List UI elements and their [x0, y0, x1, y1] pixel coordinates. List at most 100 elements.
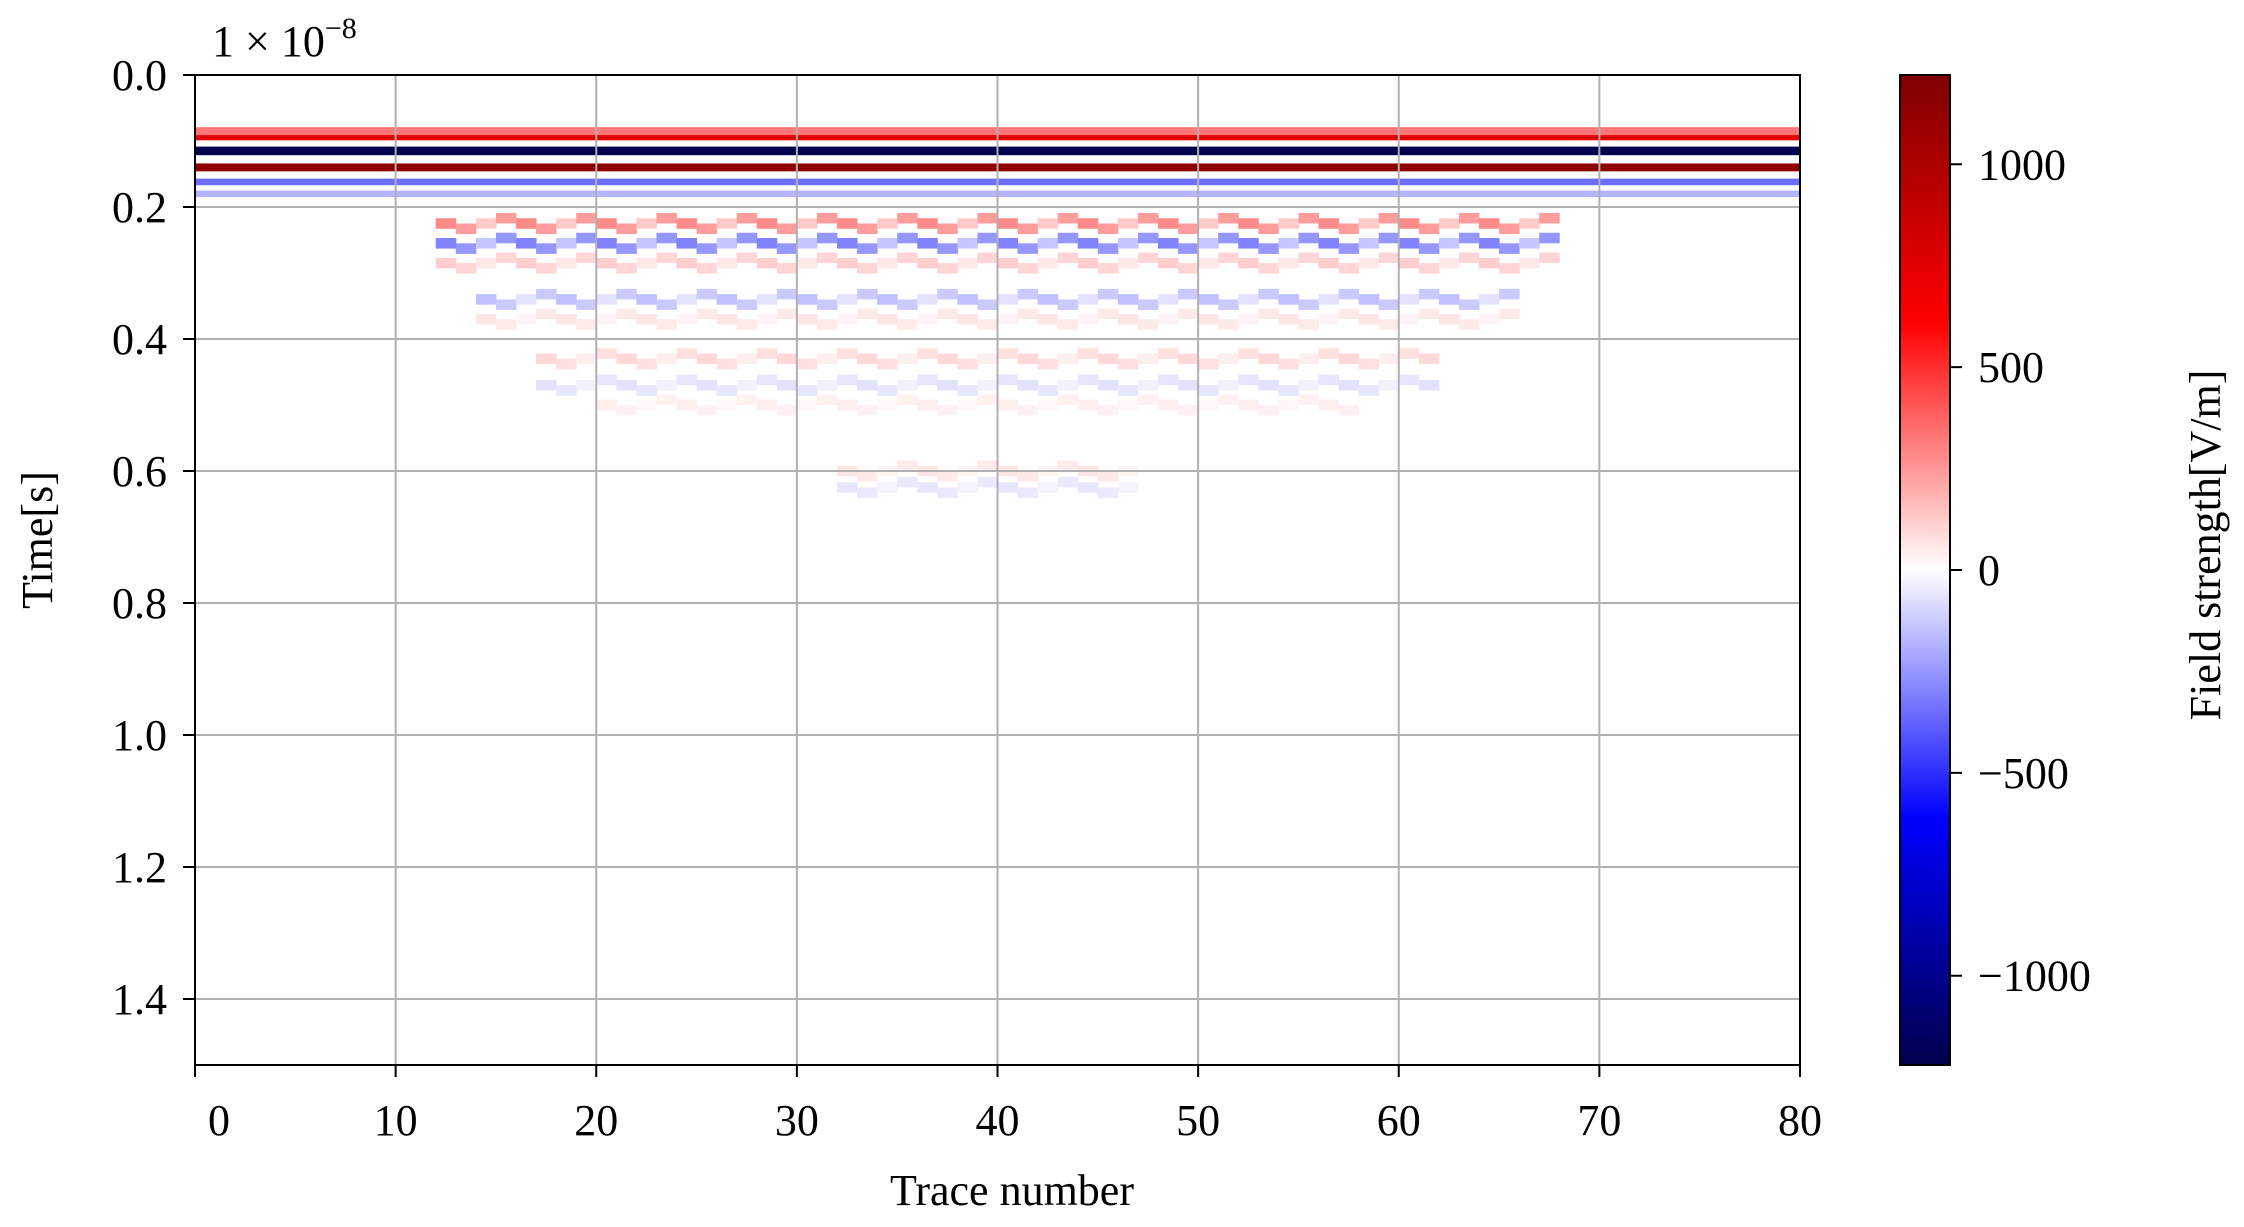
- heatmap-cell: [1097, 243, 1119, 254]
- heatmap-cell: [1418, 288, 1440, 300]
- heatmap-cell: [536, 353, 557, 365]
- heatmap-cell: [536, 308, 557, 320]
- heatmap-cell: [1017, 288, 1039, 300]
- heatmap-cell: [1117, 238, 1139, 249]
- heatmap-cell: [1137, 299, 1159, 310]
- heatmap-cell: [857, 223, 878, 235]
- heatmap-cell: [616, 353, 637, 365]
- heatmap-cell: [736, 252, 758, 264]
- heatmap-cell: [596, 218, 617, 229]
- heatmap-cell: [1479, 294, 1500, 305]
- heatmap-cell: [957, 385, 978, 396]
- heatmap-cell: [576, 319, 597, 330]
- heatmap-cell: [1278, 257, 1299, 269]
- heatmap-cell: [1398, 348, 1420, 359]
- heatmap-cell: [937, 288, 958, 300]
- heatmap-cell: [1499, 308, 1520, 320]
- heatmap-cell: [1198, 238, 1219, 249]
- heatmap-cell: [776, 243, 798, 254]
- heatmap-cell: [1258, 353, 1279, 365]
- heatmap-cell: [1458, 319, 1480, 330]
- heatmap-cell: [857, 471, 878, 482]
- heatmap-cell: [957, 238, 978, 249]
- heatmap-cell: [977, 232, 998, 244]
- heatmap-cell: [776, 353, 798, 365]
- colorbar-tick-label: −1000: [1978, 952, 2091, 1001]
- heatmap-cell: [1338, 243, 1360, 254]
- heatmap-cell: [796, 294, 818, 305]
- heatmap-cell: [616, 263, 637, 274]
- heatmap-cell: [877, 482, 898, 493]
- heatmap-cell: [816, 353, 838, 365]
- heatmap-cell: [536, 288, 557, 300]
- heatmap-cell: [937, 405, 958, 416]
- heatmap-cell: [1479, 218, 1500, 229]
- heatmap-cell: [1198, 385, 1219, 396]
- heatmap-cell: [917, 348, 938, 359]
- heatmap-cell: [1037, 313, 1059, 325]
- colorbar-tick-label: 500: [1978, 343, 2044, 392]
- heatmap-cell: [475, 294, 497, 305]
- heatmap-cell: [1137, 353, 1159, 365]
- heatmap-cell: [1318, 313, 1340, 325]
- heatmap-cell: [616, 223, 637, 235]
- heatmap-cell: [1378, 212, 1400, 224]
- heatmap-cell: [857, 405, 878, 416]
- heatmap-cell: [1097, 263, 1119, 274]
- heatmap-cell: [1458, 212, 1480, 224]
- heatmap-cell: [435, 218, 457, 229]
- heatmap-cell: [616, 405, 637, 416]
- heatmap-cell: [1158, 238, 1179, 249]
- heatmap-cell: [1378, 379, 1400, 391]
- heatmap-cell: [997, 399, 1019, 411]
- heatmap-cell: [1438, 257, 1460, 269]
- heatmap-cell: [1238, 348, 1259, 359]
- heatmap-cell: [636, 385, 657, 396]
- heatmap-cell: [776, 379, 798, 391]
- heatmap-cell: [1017, 353, 1039, 365]
- heatmap-cell: [1077, 374, 1099, 386]
- heatmap-cell: [816, 379, 838, 391]
- heatmap-cell: [516, 313, 537, 325]
- heatmap-cell: [1037, 238, 1059, 249]
- y-offset-exponent: −8: [325, 12, 357, 45]
- heatmap-cell: [937, 379, 958, 391]
- heatmap-cell: [857, 308, 878, 320]
- heatmap-cell: [495, 319, 517, 330]
- heatmap-cell: [1178, 405, 1199, 416]
- heatmap-cell: [1358, 313, 1380, 325]
- heatmap-cell: [917, 313, 938, 325]
- heatmap-cell: [1117, 294, 1139, 305]
- heatmap-cell: [1057, 394, 1079, 405]
- heatmap-cell: [455, 243, 477, 254]
- heatmap-cell: [1418, 223, 1440, 235]
- heatmap-cell: [1418, 379, 1440, 391]
- heatmap-cell: [596, 374, 617, 386]
- heatmap-cell: [716, 238, 738, 249]
- heatmap-cell: [1258, 308, 1279, 320]
- heatmap-cell: [1097, 288, 1119, 300]
- heatmap-cell: [1057, 353, 1079, 365]
- heatmap-cell: [1097, 223, 1119, 235]
- heatmap-cell: [1178, 308, 1199, 320]
- heatmap-cell: [1218, 379, 1239, 391]
- heatmap-cell: [837, 313, 858, 325]
- heatmap-cell: [796, 358, 818, 370]
- heatmap-cell: [596, 399, 617, 411]
- heatmap-cell: [516, 294, 537, 305]
- heatmap-cell: [816, 212, 838, 224]
- heatmap-cell: [1378, 299, 1400, 310]
- heatmap-cell: [1158, 348, 1179, 359]
- heatmap-cell: [1238, 257, 1259, 269]
- heatmap-cell: [616, 308, 637, 320]
- heatmap-cell: [1378, 319, 1400, 330]
- heatmap-cell: [536, 379, 557, 391]
- heatmap-cell: [656, 319, 677, 330]
- heatmap-cell: [816, 252, 838, 264]
- heatmap-cell: [1218, 299, 1239, 310]
- heatmap-cell: [736, 379, 758, 391]
- heatmap-cell: [1158, 374, 1179, 386]
- heatmap-cell: [1258, 263, 1279, 274]
- heatmap-cell: [696, 353, 718, 365]
- heatmap-cell: [556, 238, 577, 249]
